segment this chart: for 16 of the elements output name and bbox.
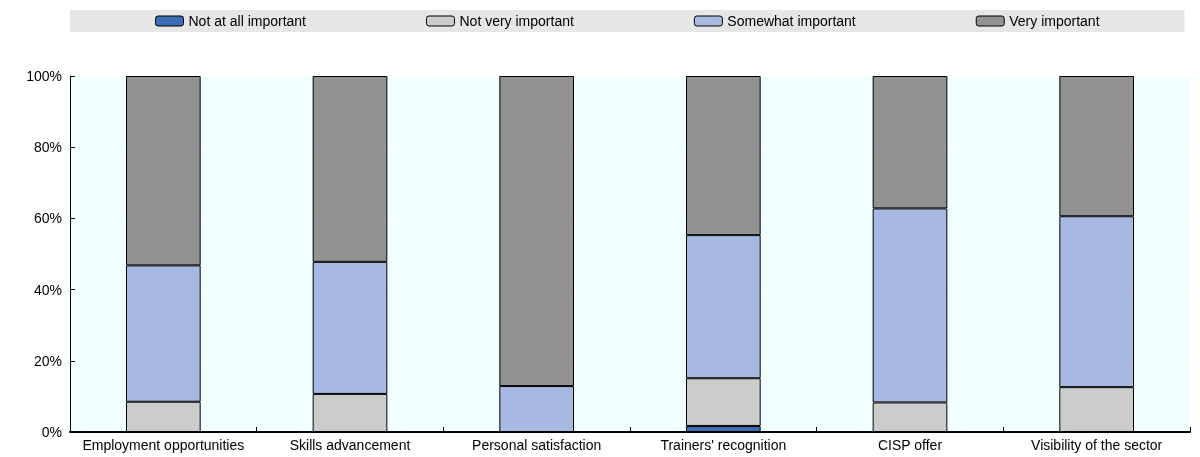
x-tick-label: Trainers' recognition xyxy=(660,437,787,453)
x-tick-label: Visibility of the sector xyxy=(1031,437,1163,453)
y-tick-label: 60% xyxy=(33,210,62,227)
x-tick-label: Skills advancement xyxy=(289,437,411,453)
legend-label: Very important xyxy=(1009,13,1100,29)
legend-label: Somewhat important xyxy=(727,13,856,29)
y-tick-label: 40% xyxy=(33,281,62,298)
y-tick-label: 0% xyxy=(41,424,62,440)
y-tick-label: 80% xyxy=(33,139,62,156)
x-tick-label: Personal satisfaction xyxy=(472,437,602,453)
x-tick-label: Employment opportunities xyxy=(82,437,245,453)
x-tick-label: CISP offer xyxy=(877,437,943,453)
y-tick-label: 20% xyxy=(33,352,62,369)
y-tick-label: 100% xyxy=(26,68,62,84)
legend-label: Not at all important xyxy=(188,13,307,29)
legend-label: Not very important xyxy=(459,13,574,29)
